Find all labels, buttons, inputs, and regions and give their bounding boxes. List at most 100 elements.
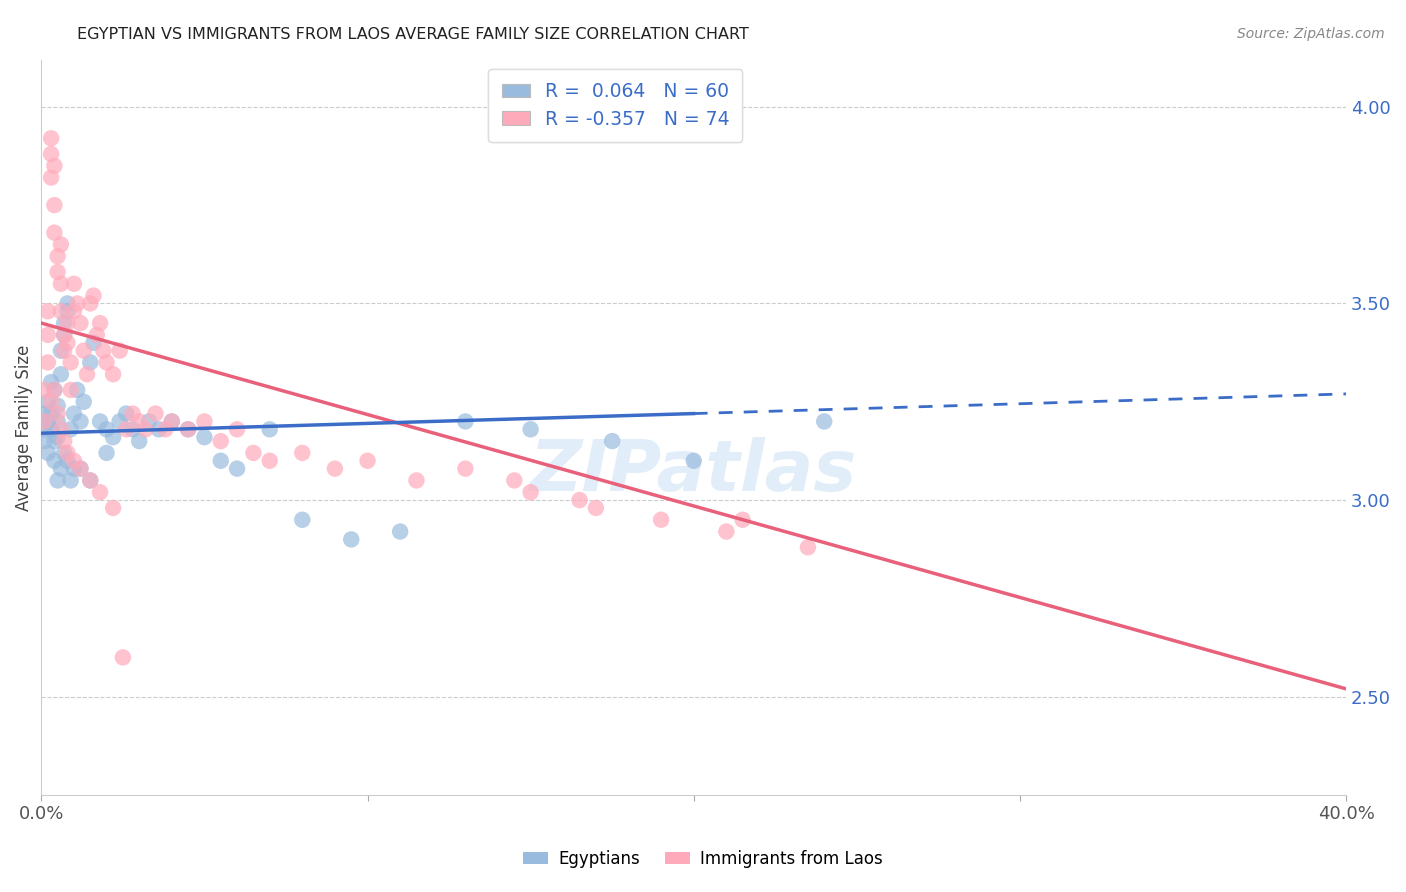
Point xyxy=(69,414,91,428)
Point xyxy=(79,474,101,488)
Point xyxy=(59,383,82,397)
Point xyxy=(46,430,69,444)
Point xyxy=(69,461,91,475)
Point xyxy=(111,650,134,665)
Point xyxy=(44,454,66,468)
Point xyxy=(44,383,66,397)
Point xyxy=(454,461,477,475)
Point xyxy=(37,304,59,318)
Point xyxy=(323,461,346,475)
Point xyxy=(519,422,541,436)
Point xyxy=(259,422,281,436)
Point xyxy=(37,355,59,369)
Point xyxy=(63,304,86,318)
Point xyxy=(585,500,607,515)
Point xyxy=(63,461,86,475)
Text: Source: ZipAtlas.com: Source: ZipAtlas.com xyxy=(1237,27,1385,41)
Point xyxy=(519,485,541,500)
Point xyxy=(568,493,591,508)
Point xyxy=(89,316,111,330)
Point xyxy=(39,375,62,389)
Point xyxy=(56,454,79,468)
Point xyxy=(37,394,59,409)
Point xyxy=(356,454,378,468)
Legend: Egyptians, Immigrants from Laos: Egyptians, Immigrants from Laos xyxy=(516,844,890,875)
Point xyxy=(89,485,111,500)
Point xyxy=(66,296,89,310)
Point xyxy=(259,454,281,468)
Point xyxy=(63,277,86,291)
Point xyxy=(53,434,76,449)
Point xyxy=(73,394,96,409)
Point xyxy=(69,316,91,330)
Point xyxy=(101,368,124,382)
Point xyxy=(128,414,150,428)
Point xyxy=(135,422,157,436)
Point xyxy=(63,454,86,468)
Point xyxy=(73,343,96,358)
Point xyxy=(37,446,59,460)
Point xyxy=(46,407,69,421)
Point xyxy=(56,446,79,460)
Point xyxy=(53,316,76,330)
Point xyxy=(101,430,124,444)
Point xyxy=(115,407,138,421)
Text: ZIPatlas: ZIPatlas xyxy=(530,437,858,506)
Point xyxy=(79,296,101,310)
Point xyxy=(56,304,79,318)
Point xyxy=(56,316,79,330)
Point xyxy=(34,407,56,421)
Point xyxy=(39,147,62,161)
Point xyxy=(160,414,183,428)
Point xyxy=(291,513,314,527)
Point xyxy=(148,422,170,436)
Point xyxy=(79,474,101,488)
Point xyxy=(108,343,131,358)
Point xyxy=(89,414,111,428)
Point xyxy=(160,414,183,428)
Point xyxy=(39,422,62,436)
Point xyxy=(66,383,89,397)
Point xyxy=(69,461,91,475)
Point xyxy=(46,265,69,279)
Text: EGYPTIAN VS IMMIGRANTS FROM LAOS AVERAGE FAMILY SIZE CORRELATION CHART: EGYPTIAN VS IMMIGRANTS FROM LAOS AVERAGE… xyxy=(77,27,749,42)
Point xyxy=(138,414,160,428)
Point xyxy=(59,355,82,369)
Point xyxy=(155,422,177,436)
Point xyxy=(682,454,704,468)
Point xyxy=(63,407,86,421)
Point xyxy=(49,461,72,475)
Point xyxy=(37,414,59,428)
Point xyxy=(291,446,314,460)
Point xyxy=(39,170,62,185)
Point xyxy=(226,422,249,436)
Point xyxy=(46,249,69,263)
Y-axis label: Average Family Size: Average Family Size xyxy=(15,344,32,510)
Point xyxy=(731,513,754,527)
Point xyxy=(46,474,69,488)
Point xyxy=(226,461,249,475)
Point xyxy=(56,335,79,350)
Point xyxy=(797,541,820,555)
Point xyxy=(44,198,66,212)
Point xyxy=(121,422,143,436)
Point xyxy=(44,434,66,449)
Point xyxy=(53,327,76,342)
Point xyxy=(44,159,66,173)
Point xyxy=(49,368,72,382)
Point xyxy=(115,422,138,436)
Point xyxy=(46,399,69,413)
Point xyxy=(108,414,131,428)
Point xyxy=(91,343,114,358)
Point xyxy=(59,474,82,488)
Point xyxy=(121,407,143,421)
Point xyxy=(101,500,124,515)
Point xyxy=(49,277,72,291)
Point xyxy=(86,327,108,342)
Point xyxy=(83,288,105,302)
Point xyxy=(49,237,72,252)
Point xyxy=(53,327,76,342)
Point xyxy=(83,335,105,350)
Point xyxy=(49,304,72,318)
Point xyxy=(79,355,101,369)
